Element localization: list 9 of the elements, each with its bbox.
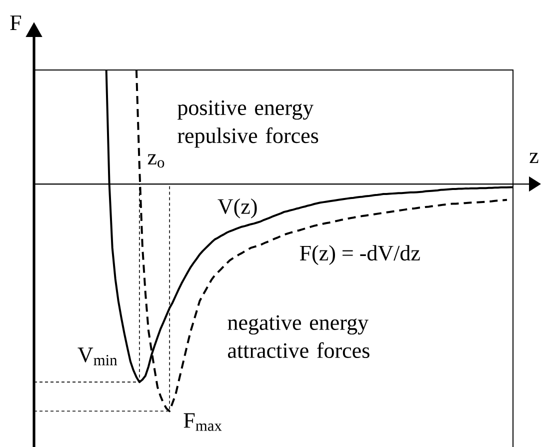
x-axis-title: z (530, 152, 538, 164)
text: F$_{max}$ (184, 413, 222, 431)
y-axis-title: F (10, 16, 22, 30)
series-label: F(z) = -dV/dz (300, 245, 420, 266)
annotation: positive energy repulsive forces (178, 100, 318, 148)
series-label: V(z) (218, 198, 257, 218)
annotation: negative energy attractive forces (228, 315, 370, 358)
annotation: V$_{min}$ (78, 348, 118, 366)
annotation: z$_{o}$ (148, 154, 164, 168)
